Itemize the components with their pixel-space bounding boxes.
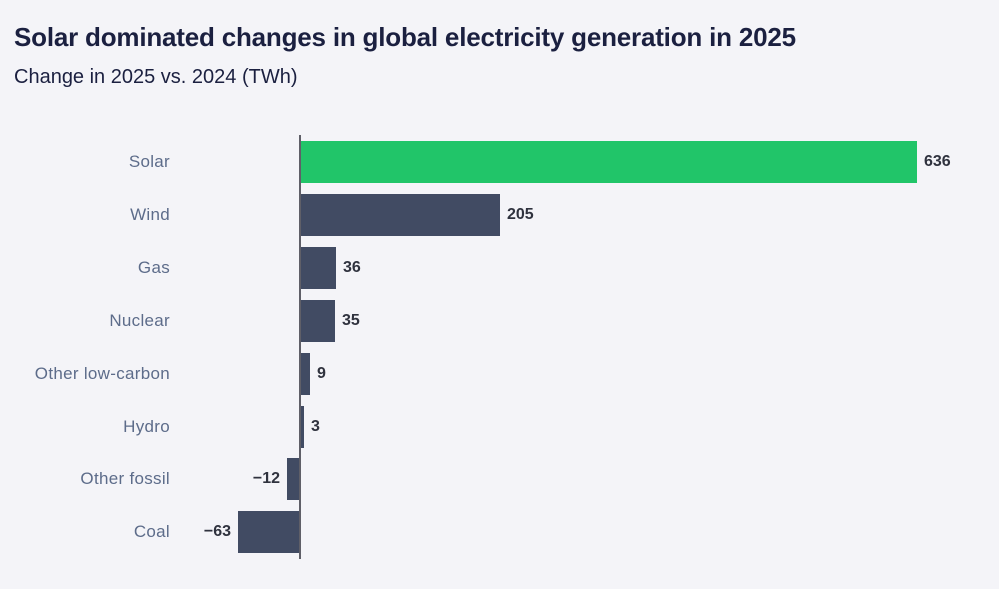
category-label: Gas <box>137 258 170 277</box>
bar <box>301 247 336 289</box>
bar <box>301 300 335 342</box>
bar-value-label: 205 <box>507 206 534 223</box>
bar <box>301 194 500 236</box>
bar-value-label: −63 <box>203 523 231 540</box>
category-label: Solar <box>128 152 170 171</box>
category-label: Nuclear <box>109 311 170 330</box>
bar-value-label: 36 <box>343 259 361 276</box>
category-label: Wind <box>130 205 170 224</box>
bar <box>301 406 304 448</box>
category-label: Other fossil <box>80 469 170 488</box>
category-label: Other low-carbon <box>34 364 170 383</box>
bar-value-label: 9 <box>317 365 326 382</box>
baseline-axis-line <box>299 135 301 559</box>
bar-chart: Solar 636 Wind 205 Gas 36 Nuclear 35 Other low-c… <box>0 135 999 575</box>
chart-title: Solar dominated changes in global electr… <box>14 22 796 52</box>
bar-value-label: 3 <box>311 418 320 435</box>
bar-value-label: 636 <box>924 153 951 170</box>
bar <box>287 458 299 500</box>
bar <box>301 353 310 395</box>
category-label: Hydro <box>123 417 170 436</box>
bar-value-label: −12 <box>252 470 280 487</box>
bar <box>238 511 299 553</box>
category-label: Coal <box>133 522 170 541</box>
bar <box>301 141 917 183</box>
bar-value-label: 35 <box>342 312 360 329</box>
chart-subtitle: Change in 2025 vs. 2024 (TWh) <box>14 66 298 88</box>
